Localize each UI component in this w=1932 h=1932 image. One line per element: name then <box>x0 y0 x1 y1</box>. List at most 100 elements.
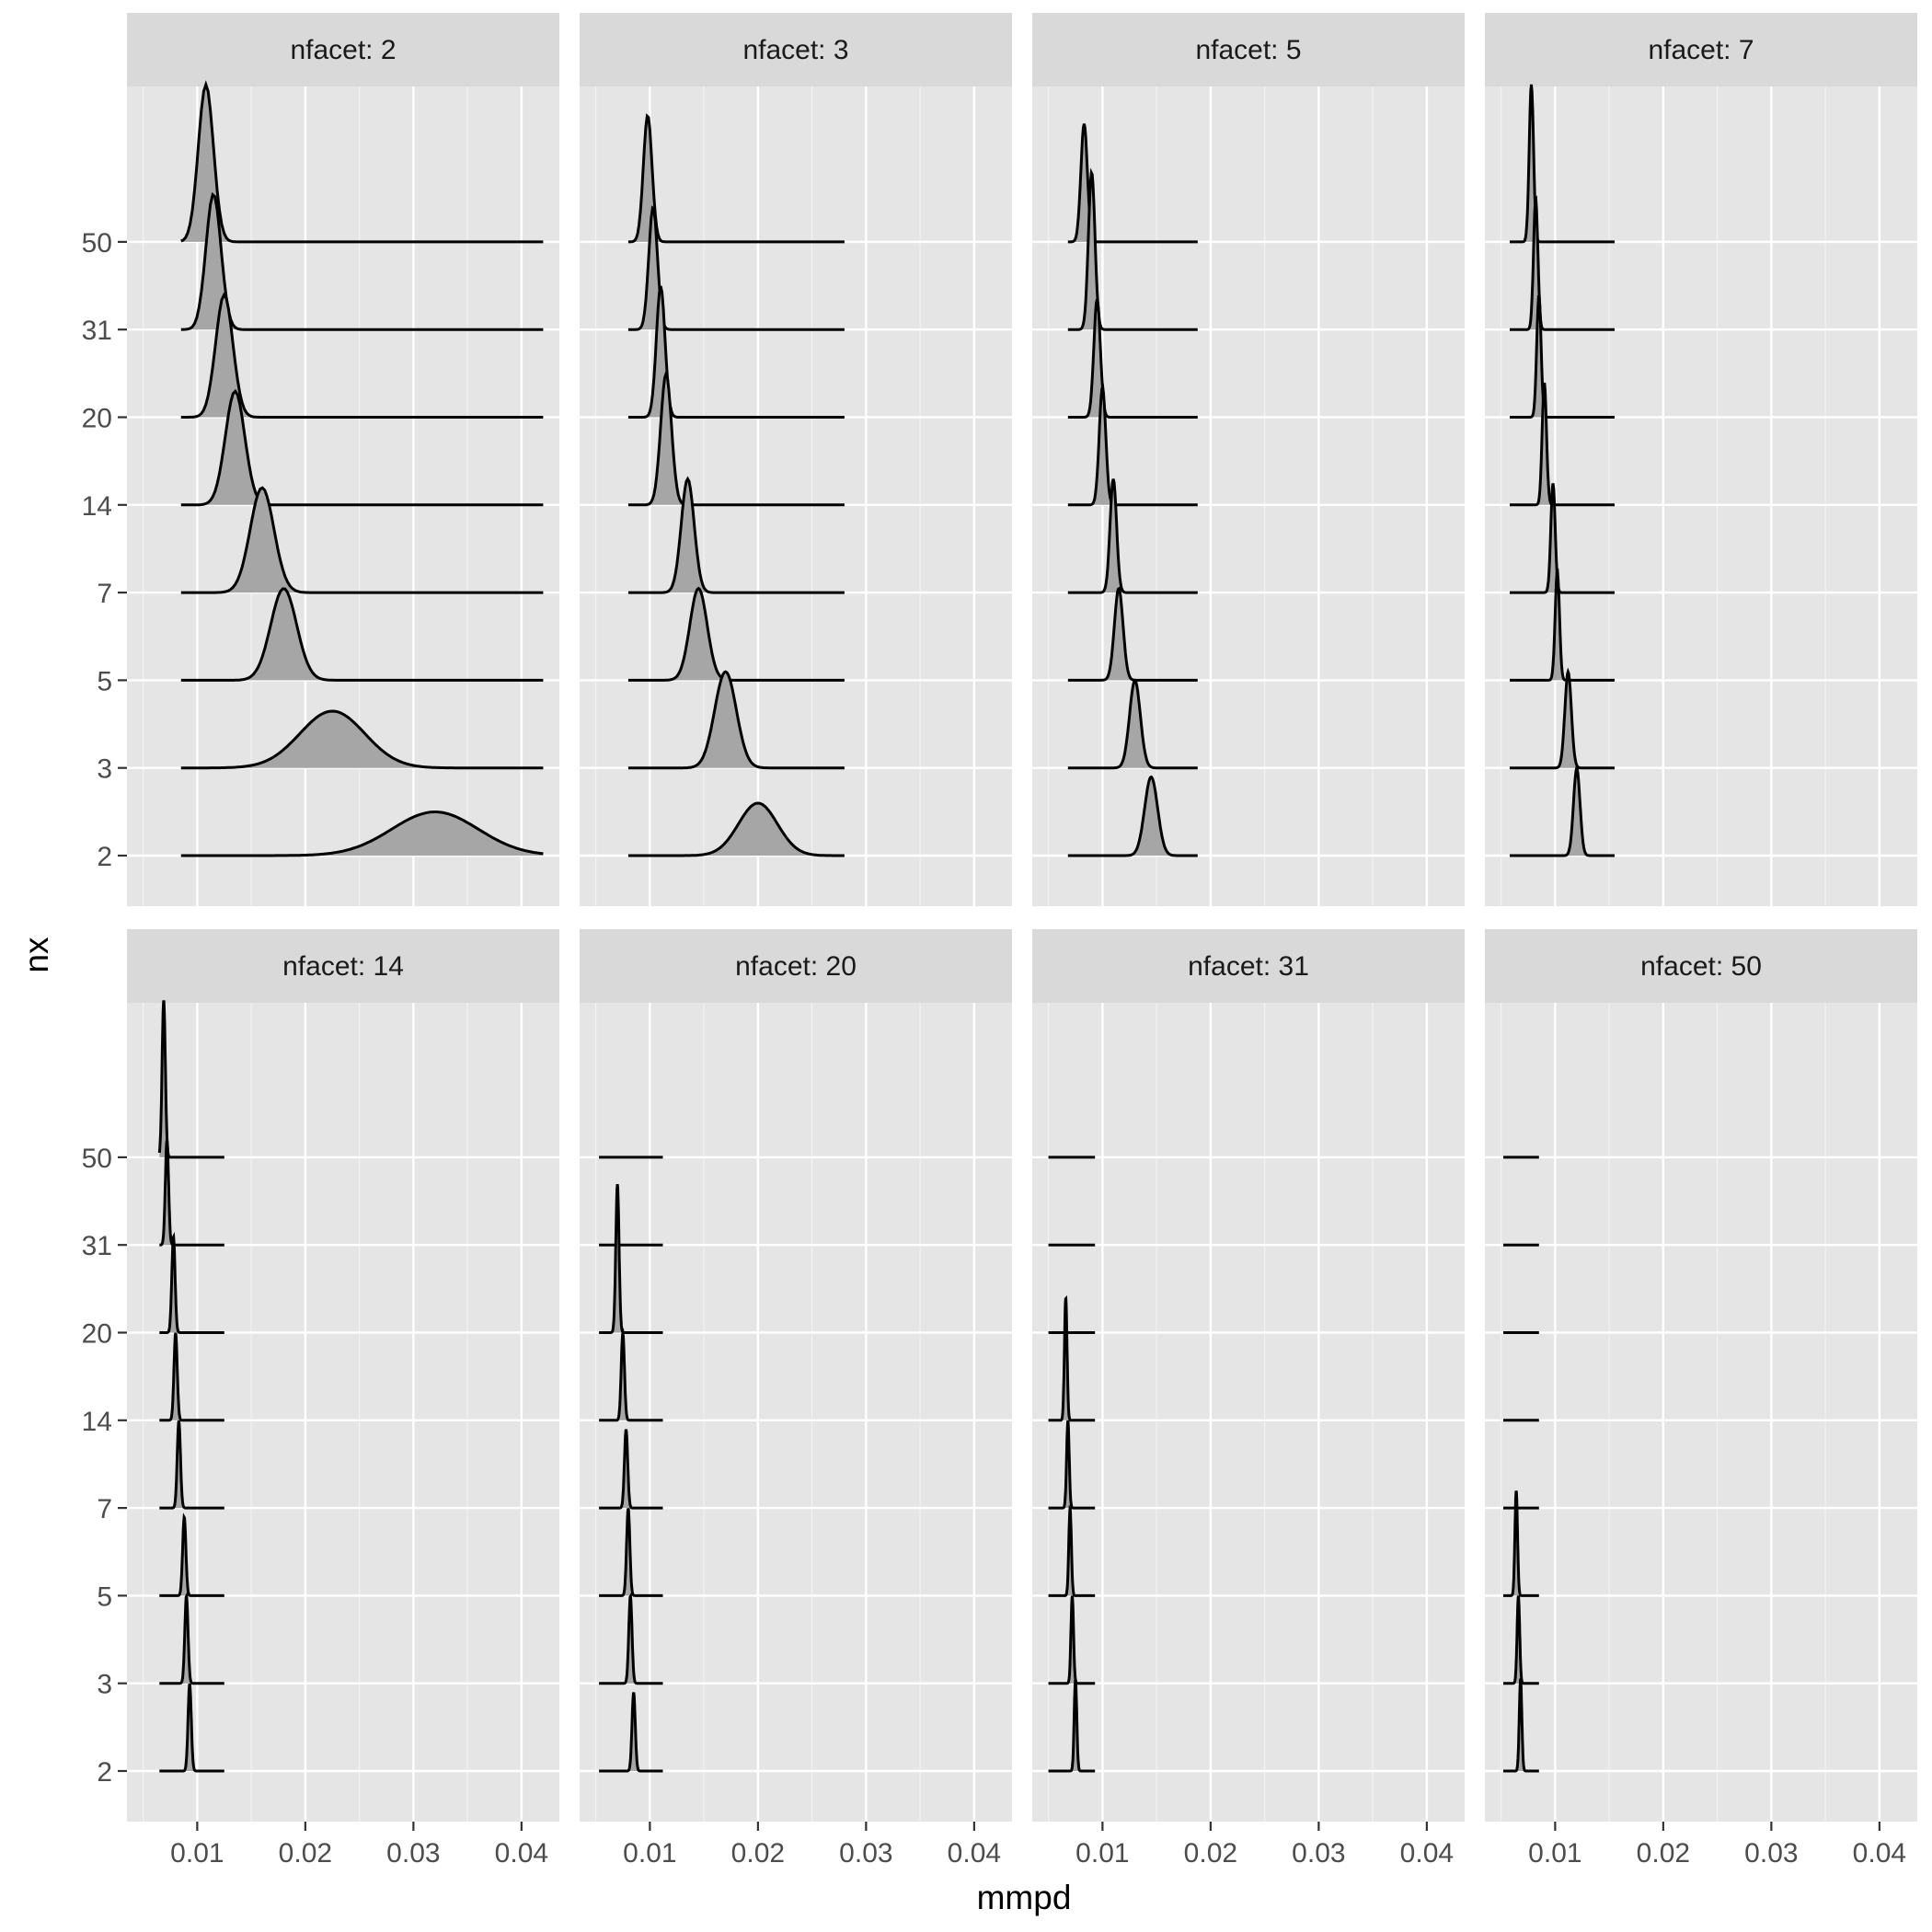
x-tick-label: 0.02 <box>731 1838 785 1869</box>
y-tick-label: 20 <box>82 404 112 434</box>
ridge-line <box>1048 1504 1096 1597</box>
ridge-line <box>180 292 544 419</box>
ridge-area <box>627 208 845 330</box>
ridge-line <box>180 191 544 331</box>
panel-background <box>127 1003 559 1822</box>
ridge-line <box>159 1231 224 1334</box>
facet-strip-label: nfacet: 14 <box>282 951 404 982</box>
y-tick-label: 5 <box>97 666 112 696</box>
ridge-area <box>180 588 544 681</box>
ridge-line <box>159 1332 224 1422</box>
y-tick-label: 14 <box>82 1407 112 1437</box>
ridge-area <box>180 488 544 593</box>
ridge-line <box>1067 478 1198 594</box>
ridge-line <box>1048 1679 1096 1773</box>
ridge-area <box>1067 123 1198 242</box>
facet-strip <box>580 13 1012 86</box>
y-tick-label: 31 <box>82 1231 112 1261</box>
ridge-line <box>1510 667 1615 770</box>
ridge-line <box>157 1000 224 1159</box>
y-tick-label: 2 <box>97 842 112 872</box>
ridge-area <box>159 1140 224 1246</box>
ridge-line <box>159 1512 224 1597</box>
x-tick-label: 0.01 <box>1528 1838 1581 1869</box>
ridge-area <box>1067 299 1198 418</box>
y-tick-label: 14 <box>82 491 112 522</box>
panel-background <box>580 1003 1012 1822</box>
ridge-area <box>1510 84 1615 242</box>
facet-panels: nfacet: 2 2 3 5 7 14 20 31 50 nfacet: 3 nfacet: 5 n… <box>82 13 1917 1869</box>
y-tick-label: 3 <box>97 1670 112 1700</box>
ridge-line <box>627 476 845 594</box>
facet-strip <box>1485 929 1917 1003</box>
facet-strip-label: nfacet: 7 <box>1648 35 1754 65</box>
x-tick-label: 0.02 <box>1637 1838 1690 1869</box>
ridge-line <box>599 1592 663 1685</box>
y-tick-label: 2 <box>97 1757 112 1788</box>
facet-panel: nfacet: 14 2 3 5 7 14 20 31 50 0.01 0.02 0.03 0.04 <box>82 929 559 1869</box>
x-tick-label: 0.03 <box>1744 1838 1798 1869</box>
ridge-line <box>627 285 845 419</box>
y-tick-label: 3 <box>97 754 112 785</box>
x-tick-label: 0.01 <box>1075 1838 1129 1869</box>
facet-strip <box>127 13 559 86</box>
facet-strip <box>1485 13 1917 86</box>
ridge-line <box>599 1429 663 1510</box>
ridge-line <box>1503 1490 1539 1597</box>
facet-panel: nfacet: 5 <box>1032 13 1465 906</box>
ridge-line <box>180 811 544 857</box>
facet-strip-label: nfacet: 5 <box>1195 35 1301 65</box>
ridge-line <box>627 801 845 857</box>
ridge-area <box>627 672 845 768</box>
facet-strip <box>1032 13 1465 86</box>
ridge-line <box>1067 383 1198 507</box>
facet-panel: nfacet: 31 0.01 0.02 0.03 0.04 <box>1032 929 1465 1869</box>
ridge-line <box>180 80 544 244</box>
facet-strip-label: nfacet: 3 <box>742 35 848 65</box>
y-tick-label: 7 <box>97 579 112 609</box>
facet-strip <box>1032 929 1465 1003</box>
ridge-line <box>1510 84 1615 244</box>
y-tick-label: 31 <box>82 316 112 346</box>
y-tick-label: 5 <box>97 1581 112 1612</box>
x-tick-label: 0.04 <box>1853 1838 1906 1869</box>
facet-strip-label: nfacet: 50 <box>1640 951 1762 982</box>
ridge-line <box>1067 167 1198 331</box>
ridge-line <box>1048 1295 1096 1422</box>
ridge-line <box>599 1183 663 1334</box>
ridge-line <box>1503 1676 1539 1773</box>
ridge-line <box>1067 678 1198 770</box>
ridge-line <box>180 388 544 507</box>
facet-panel: nfacet: 50 0.01 0.02 0.03 0.04 <box>1485 929 1917 1869</box>
x-tick-label: 0.02 <box>279 1838 332 1869</box>
facet-strip <box>580 929 1012 1003</box>
x-tick-label: 0.03 <box>386 1838 440 1869</box>
x-tick-label: 0.03 <box>839 1838 892 1869</box>
y-tick-label: 50 <box>82 228 112 259</box>
panel-background <box>1485 86 1917 906</box>
ridge-line <box>1048 1595 1096 1685</box>
ridge-area <box>627 478 845 593</box>
ridge-line <box>1510 765 1615 857</box>
x-axis-title: mmpd <box>977 1879 1072 1916</box>
facet-strip-label: nfacet: 20 <box>735 951 857 982</box>
y-axis-title: nx <box>17 937 55 973</box>
ridge-area <box>1067 680 1198 768</box>
facet-panel: nfacet: 3 <box>580 13 1012 906</box>
ridge-line <box>599 1692 663 1773</box>
x-tick-label: 0.01 <box>170 1838 224 1869</box>
facet-panel: nfacet: 7 <box>1485 13 1917 906</box>
ridge-line <box>1048 1420 1096 1510</box>
ridge-area <box>180 391 544 505</box>
ridge-line <box>627 369 845 507</box>
facet-strip-label: nfacet: 2 <box>290 35 396 65</box>
x-tick-label: 0.04 <box>948 1838 1001 1869</box>
facet-panel: nfacet: 20 0.01 0.02 0.03 0.04 <box>580 929 1012 1869</box>
ridge-line <box>1067 775 1198 857</box>
ridge-line <box>1510 568 1615 682</box>
facet-strip-label: nfacet: 31 <box>1188 951 1309 982</box>
ridge-area <box>180 194 544 330</box>
ridge-line <box>180 486 544 594</box>
ridge-line <box>159 1140 224 1247</box>
